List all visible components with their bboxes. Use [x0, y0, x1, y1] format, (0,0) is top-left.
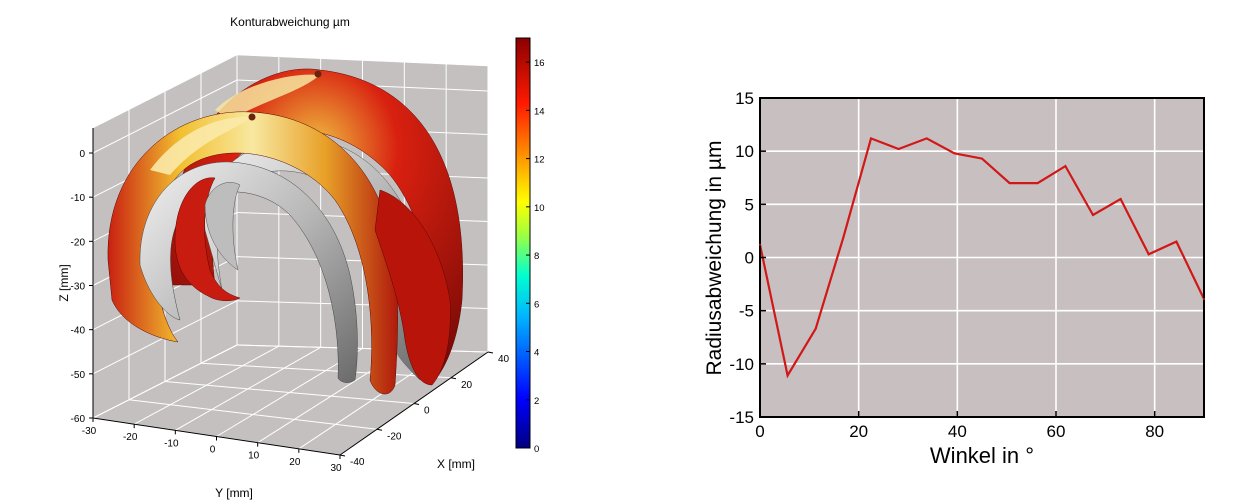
deviation-surface	[107, 68, 463, 395]
arch-front-side	[374, 189, 451, 386]
top-marker-front	[248, 113, 256, 121]
colorbar-ticks: 0 2 4 6 8 10 12 14 16	[526, 58, 545, 455]
y-tick-label: -5	[739, 302, 754, 321]
colorbar-tick-label: 0	[534, 444, 539, 455]
x-axis-ticks: 40 20 0 -20 -40	[339, 351, 510, 468]
top-marker-back	[314, 70, 322, 78]
y-tick-label: 10	[248, 451, 260, 462]
x-tick-label: 40	[498, 354, 510, 365]
series-line	[758, 136, 1205, 379]
y-axis-ticks: 15 10 5 0 -5 -10 -15	[729, 89, 766, 427]
x-axis-label: X [mm]	[437, 457, 475, 471]
x-tick-label: 20	[461, 380, 473, 391]
z-axis-ticks: 0 -10 -20 -30 -40 -50 -60	[71, 149, 93, 425]
plot-frame	[759, 97, 1205, 418]
x-tick-label: 80	[1145, 422, 1164, 441]
x-tick	[339, 454, 346, 457]
plot-grid	[759, 97, 1204, 418]
x-tick	[450, 377, 457, 380]
z-tick-label: -20	[71, 237, 86, 248]
colorbar-tick-label: 2	[534, 396, 539, 407]
grid-line	[164, 381, 415, 404]
y-tick-label: 20	[289, 457, 301, 468]
x-tick-label: 0	[755, 422, 764, 441]
colorbar-tick-label: 6	[534, 299, 539, 310]
x-axis-ticks: 0 20 40 60 80	[755, 411, 1164, 441]
series-point	[1092, 214, 1094, 216]
x-tick-label: 0	[424, 406, 430, 417]
grid-line	[128, 399, 378, 430]
colorbar: 0 2 4 6 8 10 12 14 16	[515, 37, 545, 455]
x-tick-label: -40	[350, 457, 365, 468]
colorbar-tick-label: 16	[534, 58, 545, 69]
y-axis-label: Y [mm]	[215, 486, 253, 500]
x-tick-label: -20	[387, 431, 402, 442]
series-point	[953, 152, 956, 155]
series-point	[1147, 253, 1150, 256]
y-tick-label: 30	[330, 463, 342, 474]
plot3d-title: Konturabweichung µm	[230, 15, 350, 29]
z-tick-label: -30	[71, 282, 86, 293]
z-tick-label: -60	[71, 414, 86, 425]
colorbar-tick-label: 4	[534, 348, 539, 359]
series-point	[1175, 240, 1178, 243]
series-point	[1203, 298, 1205, 300]
colorbar-tick-label: 14	[534, 106, 545, 117]
colorbar-tick-label: 10	[534, 203, 545, 214]
y-tick-label: -10	[164, 438, 179, 449]
series-point	[786, 374, 789, 377]
y-tick-label: 10	[735, 142, 754, 161]
y-tick-label: -10	[729, 355, 754, 374]
z-tick-label: -40	[71, 326, 86, 337]
colorbar-tick-label: 12	[534, 155, 545, 166]
y-tick-label: 0	[745, 249, 754, 268]
series-point	[842, 236, 845, 239]
series-point	[1008, 182, 1011, 185]
arch-back-highlight	[215, 74, 320, 120]
colorbar-tick-label: 8	[534, 251, 539, 262]
x-tick	[487, 351, 494, 354]
z-axis-label: Z [mm]	[57, 264, 71, 301]
z-tick-label: 0	[79, 149, 85, 160]
x-tick-label: 60	[1047, 422, 1066, 441]
y-tick-label: -20	[123, 432, 138, 443]
series-point	[897, 148, 900, 150]
arch-top-highlight	[150, 116, 252, 175]
arch-front-grey	[139, 161, 358, 383]
z-tick-label: -50	[71, 370, 86, 381]
colorbar-scale	[515, 37, 531, 449]
y-tick-label: 5	[745, 195, 754, 214]
series-point	[1036, 182, 1039, 185]
plot-area	[760, 98, 1204, 417]
x-tick-label: 20	[849, 422, 868, 441]
y-tick-label: 0	[210, 445, 216, 456]
arch-inner-red	[174, 177, 241, 301]
z-tick-label: -10	[71, 193, 86, 204]
series-point	[759, 243, 761, 246]
y-axis-ticks: -30 -20 -10 0 10 20 30	[82, 418, 342, 474]
y-tick-label: -15	[729, 408, 754, 427]
y-axis-title: Radiusabweichung in µm	[703, 140, 726, 375]
series-point	[1119, 198, 1122, 200]
series-point	[870, 137, 872, 140]
x-axis-title: Winkel in °	[930, 443, 1034, 468]
series-point	[814, 327, 817, 330]
series-point	[1064, 165, 1067, 168]
series-point	[925, 137, 928, 140]
y-tick-label: 15	[735, 89, 754, 108]
x-tick	[413, 403, 420, 405]
y-tick-label: -30	[82, 426, 97, 437]
series-point	[981, 157, 983, 160]
x-tick	[376, 428, 383, 431]
arch-inner-grey	[204, 182, 241, 271]
x-tick-label: 40	[948, 422, 967, 441]
grid-line	[200, 362, 452, 379]
